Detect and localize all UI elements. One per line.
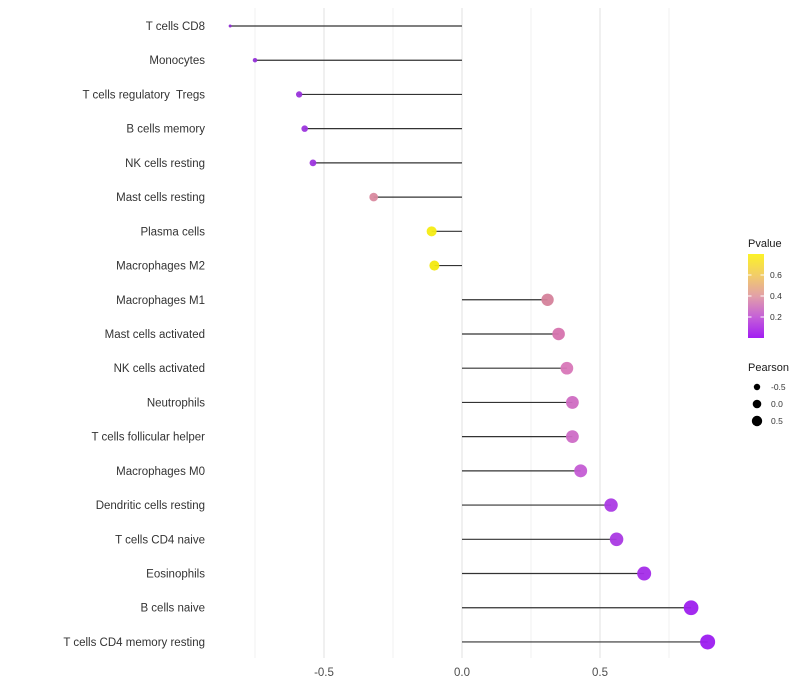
x-tick-label: -0.5 [314, 667, 334, 679]
lollipop-dot [574, 464, 588, 478]
category-label: T cells regulatory Tregs [82, 89, 205, 101]
lollipop-dot [700, 634, 716, 650]
pearson-legend-label: 0.0 [771, 399, 783, 409]
x-tick-label: 0.0 [454, 667, 470, 679]
category-label: Neutrophils [147, 397, 205, 409]
lollipop-dot [683, 600, 699, 616]
lollipop-dot [541, 293, 554, 306]
category-label: NK cells activated [114, 363, 205, 375]
lollipop-dot [369, 192, 378, 202]
category-label: Macrophages M2 [116, 261, 205, 273]
pearson-legend-title: Pearson [748, 362, 789, 374]
category-label: T cells follicular helper [91, 432, 205, 444]
category-label: Macrophages M1 [116, 295, 205, 307]
category-label: T cells CD4 memory resting [63, 637, 205, 649]
category-label: B cells memory [126, 124, 205, 136]
pvalue-colorbar [748, 254, 764, 338]
lollipop-dot [566, 430, 579, 444]
pearson-legend-dot [752, 399, 762, 409]
lollipop-dot [560, 361, 574, 375]
lollipop-dot [295, 91, 303, 98]
category-label: T cells CD8 [146, 21, 205, 33]
lollipop-dot [301, 125, 308, 132]
category-label: Eosinophils [146, 569, 205, 581]
category-label: Mast cells activated [105, 329, 205, 341]
x-tick-label: 0.5 [592, 667, 608, 679]
lollipop-dot [228, 24, 232, 28]
category-label: NK cells resting [125, 158, 205, 170]
lollipop-dot [552, 327, 565, 341]
pearson-legend-label: -0.5 [771, 382, 786, 392]
category-label: Plasma cells [140, 226, 205, 238]
category-label: Dendritic cells resting [96, 500, 205, 512]
pvalue-legend-title: Pvalue [748, 238, 782, 250]
pvalue-tick-label: 0.2 [770, 312, 782, 322]
category-label: B cells naive [140, 603, 205, 615]
category-label: T cells CD4 naive [115, 534, 205, 546]
category-label: Macrophages M0 [116, 466, 205, 478]
category-label: Monocytes [149, 55, 205, 67]
lollipop-dot [426, 226, 437, 237]
lollipop-dot [566, 396, 579, 409]
pvalue-tick-label: 0.6 [770, 270, 782, 280]
pearson-legend-dot [753, 383, 761, 391]
lollipop-dot [252, 57, 258, 63]
lollipop-dot [604, 498, 618, 512]
lollipop-dot [637, 566, 652, 581]
category-label: Mast cells resting [116, 192, 205, 204]
pearson-legend-dot [751, 415, 763, 427]
lollipop-dot [429, 260, 440, 271]
pearson-legend-label: 0.5 [771, 416, 783, 426]
lollipop-dot [609, 532, 624, 547]
lollipop-dot [309, 159, 317, 167]
pvalue-tick-label: 0.4 [770, 291, 782, 301]
